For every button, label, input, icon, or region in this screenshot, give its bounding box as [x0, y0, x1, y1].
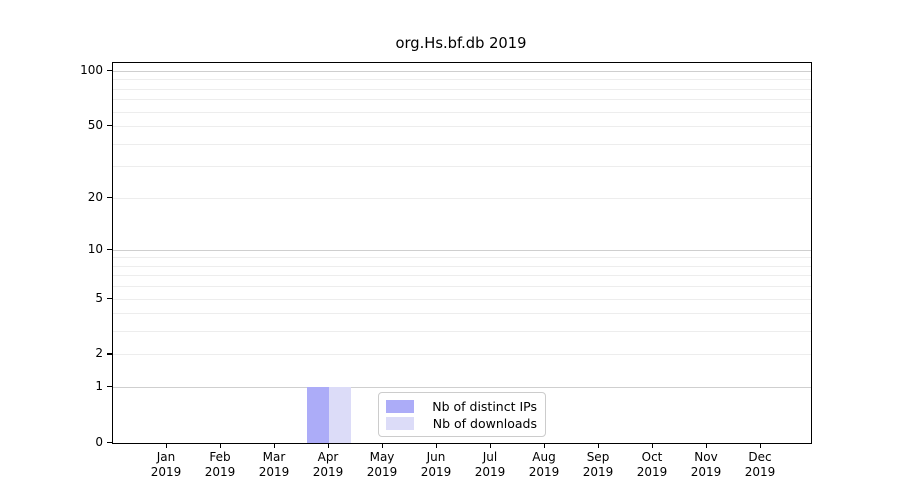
x-axis-tick-jun: [436, 443, 438, 448]
y-axis-tick-1: [107, 386, 112, 388]
x-axis-tick-oct: [652, 443, 654, 448]
x-axis-tick-feb: [220, 443, 222, 448]
gridline-major-1: [113, 387, 811, 389]
y-axis-label-50: 50: [87, 118, 103, 133]
x-axis-label-year: 2019: [258, 465, 290, 479]
legend-swatch-downloads: [386, 416, 414, 430]
gridline-minor-5: [113, 298, 811, 300]
legend-label-downloads: Nb of downloads: [432, 415, 537, 431]
legend-swatch-distinct-ips: [386, 399, 414, 413]
gridline-minor-30: [113, 166, 811, 168]
x-axis-label-year: 2019: [744, 465, 776, 479]
y-axis-label-5: 5: [95, 290, 103, 305]
gridline-minor-20: [113, 197, 811, 199]
gridline-major-10: [113, 249, 811, 251]
x-axis-tick-may: [382, 443, 384, 448]
x-axis-label-month: Dec: [748, 450, 772, 464]
y-axis-tick-2: [107, 353, 112, 355]
x-axis-label-year: 2019: [420, 465, 452, 479]
x-axis-tick-mar: [274, 443, 276, 448]
x-axis-label-month: Jul: [482, 450, 498, 464]
x-axis-label-month: Oct: [641, 450, 663, 464]
gridline-minor-3: [113, 331, 811, 333]
x-axis-label-month: Jun: [426, 450, 446, 464]
x-axis-label-year: 2019: [636, 465, 668, 479]
x-axis-tick-dec: [760, 443, 762, 448]
y-axis-label-1: 1: [95, 379, 103, 394]
x-axis-label-jul: Jul 2019: [463, 450, 517, 480]
x-axis-label-month: May: [369, 450, 395, 464]
x-axis-label-year: 2019: [150, 465, 182, 479]
legend: Nb of distinct IPs Nb of downloads: [378, 392, 546, 437]
x-axis-tick-jul: [490, 443, 492, 448]
gridline-major-100: [113, 71, 811, 72]
gridline-minor-70: [113, 99, 811, 101]
plot-area: Nb of distinct IPs Nb of downloads: [112, 62, 812, 444]
y-axis-label-20: 20: [87, 189, 103, 204]
bar-distinct-ips-apr: [307, 387, 329, 443]
gridline-minor-4: [113, 313, 811, 315]
x-axis-label-month: Aug: [532, 450, 556, 464]
x-axis-tick-apr: [328, 443, 330, 448]
x-axis-label-year: 2019: [312, 465, 344, 479]
chart-title: org.Hs.bf.db 2019: [395, 35, 527, 52]
y-axis-tick-0: [107, 442, 112, 444]
gridline-minor-6: [113, 286, 811, 288]
y-axis-label-2: 2: [95, 346, 103, 361]
gridline-minor-90: [113, 79, 811, 81]
x-axis-label-apr: Apr 2019: [301, 450, 355, 480]
y-axis-tick-10: [107, 248, 112, 250]
legend-item-downloads: Nb of downloads: [386, 415, 537, 431]
x-axis-label-month: Apr: [317, 450, 339, 464]
gridline-minor-50: [113, 126, 811, 128]
x-axis-label-year: 2019: [474, 465, 506, 479]
x-axis-label-year: 2019: [204, 465, 236, 479]
x-axis-tick-jan: [166, 443, 168, 448]
y-axis-tick-20: [107, 196, 112, 198]
x-axis-tick-aug: [544, 443, 546, 448]
x-axis-label-year: 2019: [366, 465, 398, 479]
x-axis-label-nov: Nov 2019: [679, 450, 733, 480]
gridline-minor-80: [113, 88, 811, 90]
x-axis-label-sep: Sep 2019: [571, 450, 625, 480]
x-axis-label-month: Sep: [586, 450, 610, 464]
x-axis-label-oct: Oct 2019: [625, 450, 679, 480]
x-axis-label-feb: Feb 2019: [193, 450, 247, 480]
gridline-minor-60: [113, 111, 811, 113]
gridline-minor-40: [113, 143, 811, 145]
x-axis-label-aug: Aug 2019: [517, 450, 571, 480]
x-axis-label-month: Mar: [262, 450, 286, 464]
y-axis-tick-5: [107, 297, 112, 299]
gridline-minor-9: [113, 257, 811, 259]
x-axis-label-may: May 2019: [355, 450, 409, 480]
x-axis-label-year: 2019: [528, 465, 560, 479]
y-axis-label-0: 0: [95, 435, 103, 449]
x-axis-label-mar: Mar 2019: [247, 450, 301, 480]
x-axis-label-year: 2019: [582, 465, 614, 479]
bar-downloads-apr: [329, 387, 351, 443]
legend-item-distinct-ips: Nb of distinct IPs: [386, 398, 537, 414]
y-axis-tick-100: [107, 70, 112, 72]
gridline-minor-8: [113, 265, 811, 267]
x-axis-label-month: Feb: [209, 450, 231, 464]
x-axis-label-year: 2019: [690, 465, 722, 479]
y-axis-tick-50: [107, 125, 112, 127]
x-axis-tick-sep: [598, 443, 600, 448]
x-axis-label-month: Nov: [694, 450, 718, 464]
y-axis-label-100: 100: [80, 63, 103, 77]
gridline-minor-7: [113, 275, 811, 277]
x-axis-label-dec: Dec 2019: [733, 450, 787, 480]
x-axis-label-jan: Jan 2019: [139, 450, 193, 480]
y-axis-label-10: 10: [87, 241, 103, 256]
gridline-minor-2: [113, 354, 811, 356]
x-axis-label-jun: Jun 2019: [409, 450, 463, 480]
x-axis-tick-nov: [706, 443, 708, 448]
x-axis-label-month: Jan: [156, 450, 176, 464]
legend-label-distinct-ips: Nb of distinct IPs: [432, 398, 537, 414]
